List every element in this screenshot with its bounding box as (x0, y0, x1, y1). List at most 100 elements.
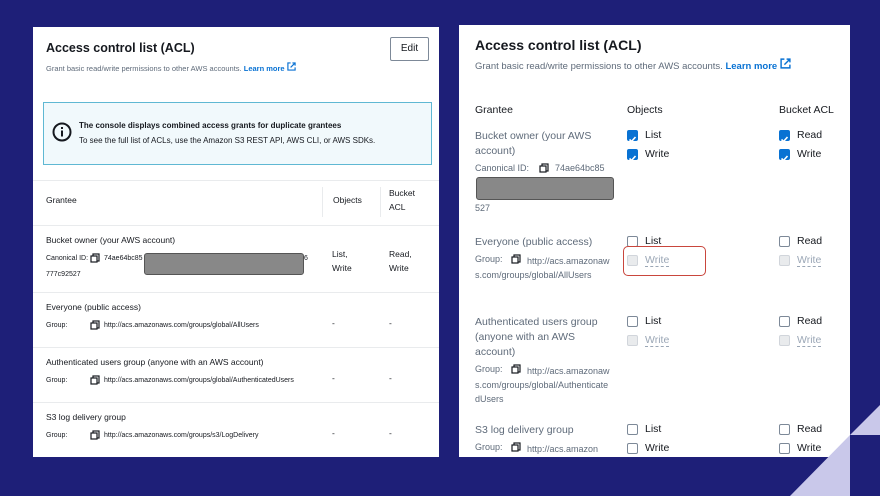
checkbox-label[interactable]: List (645, 129, 662, 141)
column-header: Bucket ACL (779, 104, 834, 116)
id-value: 74ae64bc85 (104, 255, 143, 262)
bucket-acl: - (389, 318, 392, 328)
grantee: Everyone (public access) (475, 236, 593, 248)
learn-more[interactable]: Learn more (725, 61, 778, 72)
alert-title: The console displays combined access gra… (79, 121, 342, 130)
check (780, 155, 789, 162)
checkbox-label[interactable]: Read (797, 315, 823, 327)
info-icon (52, 122, 72, 142)
title: Access control list (ACL) (46, 41, 195, 55)
bucket-acl: Read, Write (389, 249, 412, 273)
checkbox-label[interactable]: Read (797, 129, 823, 141)
id-value: http://acs.amazonaws.com/groups/s3/LogDe… (104, 432, 259, 439)
grantee: Authenticated users group (anyone with a… (46, 357, 264, 367)
alert: The console displays combined access gra… (43, 102, 432, 165)
id-value: 74ae64bc85 (555, 163, 605, 173)
id-label: Group: (475, 254, 503, 264)
checkbox[interactable] (627, 130, 638, 143)
checkbox[interactable] (627, 316, 638, 327)
checkbox-label[interactable]: Write (645, 148, 670, 160)
copy-icon[interactable] (511, 364, 521, 374)
id-label: Group: (475, 442, 503, 452)
checkbox[interactable] (779, 316, 790, 327)
learn-more[interactable]: Learn more (243, 64, 285, 73)
copy-icon[interactable] (90, 375, 100, 385)
check (780, 136, 789, 143)
checkbox[interactable] (779, 236, 790, 247)
grantee: Authenticated users group (anyone with a… (475, 316, 598, 358)
checkbox-label: Write (797, 334, 822, 347)
id-label: Canonical ID: (475, 163, 530, 173)
checkbox-label[interactable]: Write (797, 442, 822, 454)
copy-icon[interactable] (511, 254, 521, 264)
decoration (790, 405, 880, 496)
grantee: S3 log delivery group (46, 412, 126, 422)
checkbox[interactable] (627, 149, 638, 162)
check (628, 155, 637, 162)
checkbox-label[interactable]: List (645, 423, 662, 435)
checkbox-label: Write (645, 334, 670, 347)
redaction (476, 177, 614, 200)
checkbox-label[interactable]: Write (645, 442, 670, 454)
checkbox[interactable] (627, 424, 638, 435)
copy-icon[interactable] (511, 442, 521, 452)
copy-icon[interactable] (90, 253, 100, 263)
subtitle: Grant basic read/write permissions to ot… (475, 58, 791, 72)
checkbox-label[interactable]: List (645, 315, 662, 327)
id-value: http://acs.amazonaws.com/groups/global/A… (475, 256, 610, 280)
checkbox[interactable] (779, 149, 790, 162)
copy-icon[interactable] (90, 430, 100, 440)
id-value: 527 (475, 203, 491, 213)
objects: List, Write (332, 249, 352, 273)
id-value: 777c92527 (46, 271, 81, 278)
grantee: S3 log delivery group (475, 424, 574, 436)
checkbox (779, 255, 790, 266)
checkbox (779, 335, 790, 346)
copy-icon[interactable] (539, 163, 549, 173)
checkbox-label[interactable]: Read (797, 235, 823, 247)
checkbox[interactable] (779, 424, 790, 435)
checkbox-label: Write (645, 254, 670, 267)
id-label: Canonical ID: (46, 255, 89, 262)
external-icon (287, 62, 296, 71)
column-header: Objects (627, 104, 663, 116)
id-value: 6 (304, 255, 308, 262)
checkbox-label: Write (797, 254, 822, 267)
id-label: Group: (475, 364, 503, 374)
column-header: Grantee (475, 104, 513, 116)
highlight-box (623, 246, 706, 276)
bucket-acl: - (389, 373, 392, 383)
redaction (144, 253, 304, 275)
checkbox (627, 255, 638, 266)
subtitle-text: Grant basic read/write permissions to ot… (475, 61, 723, 72)
objects: - (332, 428, 335, 438)
checkbox[interactable] (627, 443, 638, 454)
id-value: http://acs.amazonaws.com/groups/global/A… (104, 322, 259, 329)
external-icon (780, 58, 791, 69)
column-header: Bucket ACL (389, 188, 415, 212)
right-panel: Access control list (ACL) Grant basic re… (459, 25, 850, 457)
grantee: Bucket owner (your AWS account) (46, 235, 176, 245)
checkbox-label[interactable]: Read (797, 423, 823, 435)
subtitle-text: Grant basic read/write permissions to ot… (46, 64, 242, 73)
id-value: http://acs.amazonaws.com/groups/global/A… (475, 366, 610, 404)
column-header: Grantee (46, 195, 77, 205)
id-label: Group: (46, 377, 68, 384)
edit-button[interactable]: Edit (390, 37, 429, 61)
id-label: Group: (46, 322, 68, 329)
grantee: Everyone (public access) (46, 302, 141, 312)
copy-icon[interactable] (90, 320, 100, 330)
checkbox[interactable] (779, 130, 790, 143)
check (628, 136, 637, 143)
bucket-acl: - (389, 428, 392, 438)
id-label: Group: (46, 432, 68, 439)
objects: - (332, 318, 335, 328)
checkbox[interactable] (779, 443, 790, 454)
checkbox (627, 335, 638, 346)
left-panel: Access control list (ACL) Edit Grant bas… (33, 27, 439, 457)
title: Access control list (ACL) (475, 37, 642, 53)
checkbox-label[interactable]: List (645, 235, 662, 247)
checkbox-label[interactable]: Write (797, 148, 822, 160)
objects: - (332, 373, 335, 383)
